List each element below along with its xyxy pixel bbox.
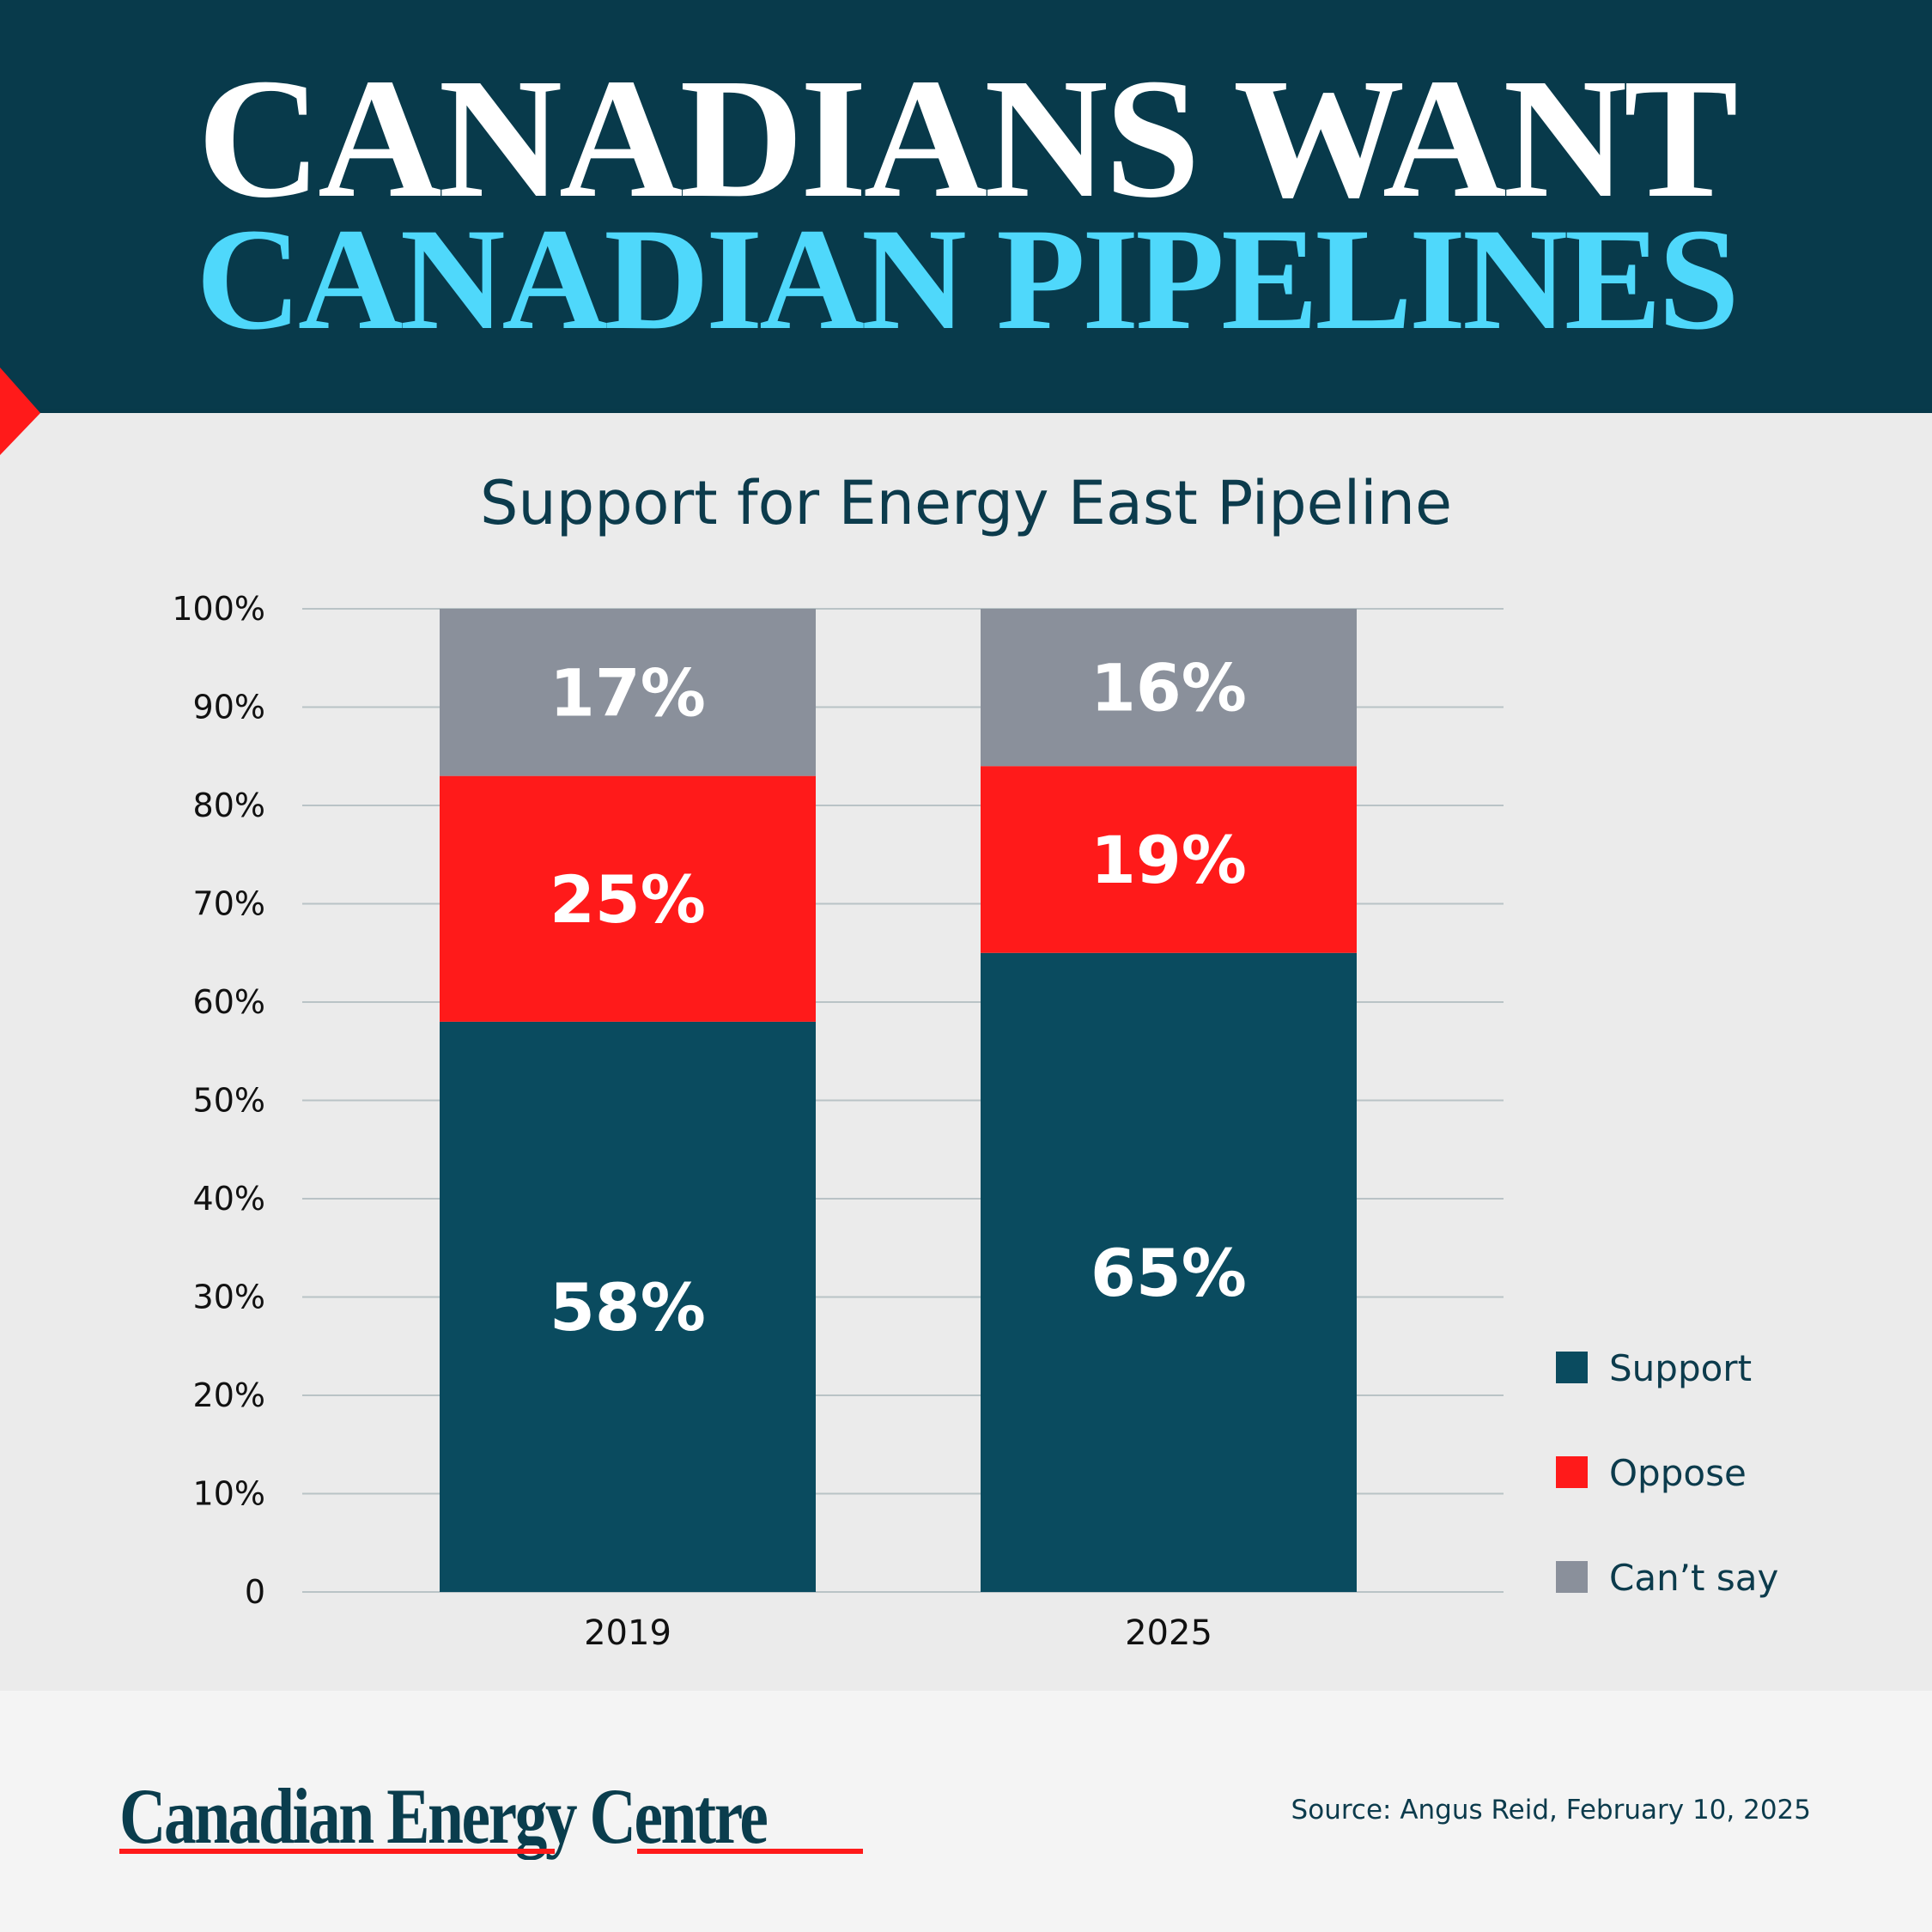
- y-tick-label: 90%: [193, 689, 265, 726]
- chart-panel: [0, 413, 1932, 1691]
- y-tick-label: 30%: [193, 1279, 265, 1316]
- headline-line2: CANADIAN PIPELINES: [196, 198, 1740, 360]
- bar-value-label: 17%: [550, 654, 706, 731]
- y-tick-label: 40%: [193, 1180, 265, 1218]
- header-banner: [0, 0, 1932, 413]
- y-tick-label: 20%: [193, 1376, 265, 1414]
- y-tick-label: 100%: [172, 590, 265, 628]
- bar-value-label: 16%: [1091, 650, 1247, 726]
- x-tick-label: 2025: [1125, 1613, 1212, 1653]
- y-tick-label: 0: [245, 1573, 265, 1611]
- y-tick-label: 80%: [193, 787, 265, 824]
- bar-segment-support: [981, 952, 1357, 1592]
- logo-underline: [637, 1849, 863, 1854]
- bar-segment-oppose: [981, 766, 1357, 953]
- y-tick-label: 70%: [193, 885, 265, 923]
- legend-label: Oppose: [1609, 1452, 1747, 1494]
- bar-segment-oppose: [440, 775, 816, 1022]
- red-corner-accent: [0, 368, 40, 455]
- legend-label: Support: [1609, 1347, 1752, 1389]
- chart-title: Support for Energy East Pipeline: [479, 468, 1453, 538]
- legend-swatch: [1556, 1352, 1588, 1383]
- bar-segment-can-t-say: [440, 609, 816, 776]
- y-tick-label: 10%: [193, 1475, 265, 1513]
- bar-value-label: 19%: [1091, 822, 1247, 898]
- logo-underline: [119, 1849, 555, 1854]
- logo: Canadian Energy Centre: [119, 1772, 769, 1860]
- stacked-bar-chart: 0 10% 20% 30% 40% 50% 60% 70% 80% 90% 100% 58% 25% 17…: [172, 590, 1778, 1653]
- bar-value-label: 65%: [1091, 1235, 1247, 1311]
- bar-segment-support: [440, 1021, 816, 1592]
- source-note: Source: Angus Reid, February 10, 2025: [1291, 1795, 1811, 1826]
- legend-label: Can’t say: [1609, 1557, 1778, 1599]
- legend-swatch: [1556, 1561, 1588, 1593]
- bar-value-label: 58%: [550, 1269, 706, 1346]
- y-tick-label: 60%: [193, 983, 265, 1021]
- footer: [0, 1691, 1932, 1932]
- y-tick-label: 50%: [193, 1082, 265, 1120]
- bar-value-label: 25%: [550, 861, 706, 938]
- x-tick-label: 2019: [584, 1613, 671, 1653]
- legend-swatch: [1556, 1456, 1588, 1488]
- headline-line1: CANADIANS WANT: [197, 44, 1739, 234]
- bar-segment-can-t-say: [981, 609, 1357, 767]
